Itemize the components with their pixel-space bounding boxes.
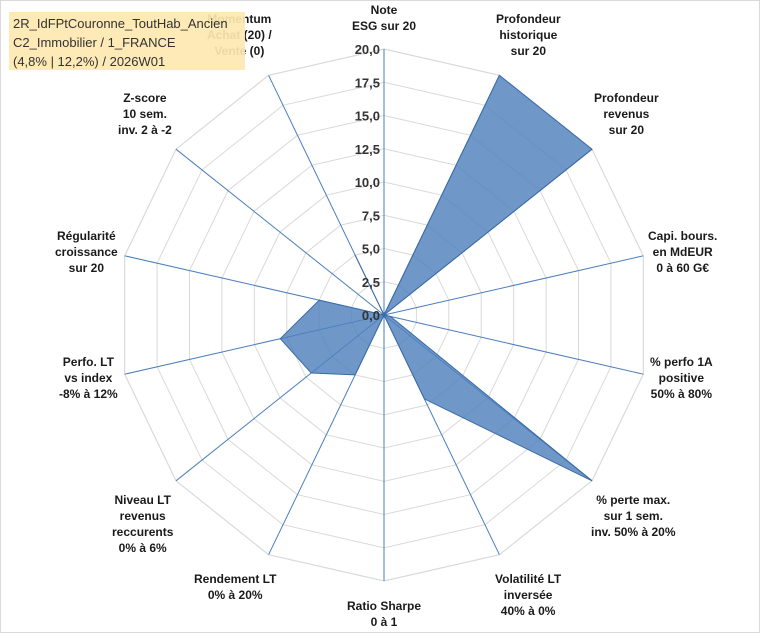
axis-label-11-line-0: Régularité [57, 229, 116, 243]
axis-spoke-12 [175, 148, 385, 316]
header-line-1: 2R_IdFPtCouronne_ToutHab_Ancien [13, 16, 228, 31]
tick-label-2: 5,0 [362, 242, 380, 257]
axis-label-1-line-2: sur 20 [510, 44, 547, 58]
axis-label-4-line-1: positive [658, 371, 705, 385]
axis-label-9-line-2: reccurents [112, 525, 174, 539]
axis-label-6-line-1: inversée [503, 588, 553, 602]
axis-label-11-line-1: croissance [55, 245, 118, 259]
chart-header-box: 2R_IdFPtCouronne_ToutHab_Ancien C2_Immob… [9, 12, 245, 70]
axis-label-12-line-1: 10 sem. [122, 107, 167, 121]
axis-label-1: Profondeur historique sur 20 [496, 11, 561, 59]
axis-label-9-line-3: 0% à 6% [118, 541, 167, 555]
axis-label-7: Ratio Sharpe 0 à 1 [347, 598, 421, 630]
tick-label-4: 10,0 [355, 175, 380, 190]
axis-label-5-line-1: sur 1 sem. [603, 509, 663, 523]
axis-label-10-line-0: Perfo. LT [62, 355, 114, 369]
axis-label-3-line-1: en MdEUR [652, 245, 713, 259]
axis-label-2: Profondeur revenus sur 20 [594, 90, 659, 138]
axis-label-2-line-1: revenus [603, 107, 650, 121]
axis-label-9: Niveau LT revenus reccurents 0% à 6% [112, 492, 173, 556]
axis-label-4-line-0: % perfo 1A [650, 355, 713, 369]
axis-label-8: Rendement LT 0% à 20% [194, 571, 276, 603]
header-line-3: (4,8% | 12,2%) / 2026W01 [13, 54, 166, 69]
axis-label-0-line-1: ESG sur 20 [352, 19, 417, 33]
axis-label-2-line-0: Profondeur [594, 91, 659, 105]
axis-label-7-line-0: Ratio Sharpe [347, 599, 422, 613]
tick-label-1: 2,5 [362, 275, 380, 290]
axis-label-5: % perte max. sur 1 sem. inv. 50% à 20% [591, 492, 676, 540]
tick-label-5: 12,5 [355, 142, 380, 157]
axis-label-10-line-2: -8% à 12% [59, 387, 118, 401]
axis-label-0: Note ESG sur 20 [352, 2, 416, 34]
tick-label-0: 0,0 [362, 308, 380, 323]
axis-spoke-3 [383, 255, 644, 316]
tick-label-3: 7,5 [362, 208, 380, 223]
axis-label-12-line-0: Z-score [123, 91, 167, 105]
axis-label-9-line-0: Niveau LT [114, 493, 171, 507]
tick-label-8: 20,0 [355, 42, 380, 57]
tick-label-6: 15,0 [355, 109, 380, 124]
header-line-2: C2_Immobilier / 1_FRANCE [13, 35, 176, 50]
axis-label-8-line-1: 0% à 20% [207, 588, 263, 602]
axis-label-3-line-0: Capi. bours. [648, 229, 718, 243]
axis-label-5-line-2: inv. 50% à 20% [591, 525, 676, 539]
axis-label-6-line-0: Volatilité LT [495, 572, 562, 586]
axis-label-3-line-2: 0 à 60 G€ [656, 261, 710, 275]
axis-label-2-line-2: sur 20 [608, 123, 645, 137]
axis-label-12: Z-score 10 sem. inv. 2 à -2 [118, 90, 172, 138]
axis-label-11: Régularité croissance sur 20 [55, 228, 118, 276]
axis-label-1-line-0: Profondeur [496, 12, 561, 26]
tick-label-7: 17,5 [355, 75, 380, 90]
axis-label-10: Perfo. LT vs index -8% à 12% [59, 354, 118, 402]
axis-label-9-line-1: revenus [119, 509, 166, 523]
axis-label-3: Capi. bours. en MdEUR 0 à 60 G€ [648, 228, 717, 276]
axis-label-6: Volatilité LT inversée 40% à 0% [495, 571, 561, 619]
axis-label-5-line-0: % perte max. [596, 493, 671, 507]
radial-tick-labels: 0,0 2,5 5,0 7,5 10,0 12,5 15,0 17,5 20,0 [355, 42, 380, 323]
axis-label-10-line-1: vs index [64, 371, 113, 385]
axis-label-4-line-2: 50% à 80% [650, 387, 713, 401]
axis-label-7-line-1: 0 à 1 [370, 615, 398, 629]
axis-label-12-line-2: inv. 2 à -2 [118, 123, 172, 137]
radar-area [279, 74, 593, 482]
axis-label-0-line-0: Note [370, 3, 398, 17]
axis-label-6-line-2: 40% à 0% [500, 604, 556, 618]
axis-label-11-line-2: sur 20 [68, 261, 105, 275]
axis-spoke-4 [383, 314, 644, 375]
axis-label-4: % perfo 1A positive 50% à 80% [650, 354, 713, 402]
axis-label-1-line-1: historique [499, 28, 558, 42]
axis-label-8-line-0: Rendement LT [194, 572, 277, 586]
